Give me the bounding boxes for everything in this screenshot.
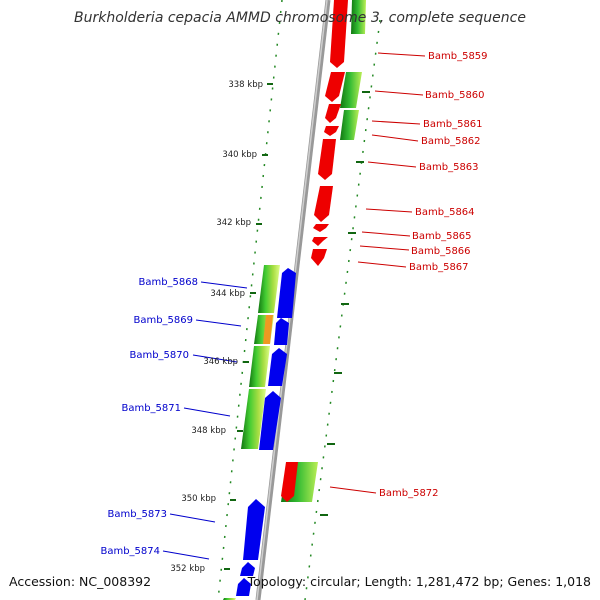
gene-Bamb_5871[interactable] <box>259 391 281 450</box>
gene-label-Bamb_5871[interactable]: Bamb_5871 <box>121 403 181 414</box>
gene-label-Bamb_5872[interactable]: Bamb_5872 <box>379 488 439 499</box>
tick-label-350: 350 kbp <box>181 494 216 504</box>
tick-label-344: 344 kbp <box>210 289 245 299</box>
gene-label-Bamb_5873[interactable]: Bamb_5873 <box>107 509 167 520</box>
tick-label-340: 340 kbp <box>222 150 257 160</box>
gene-Bamb_5859[interactable] <box>330 0 348 68</box>
gene-label-Bamb_5864[interactable]: Bamb_5864 <box>415 207 475 218</box>
gene-label-Bamb_5859[interactable]: Bamb_5859 <box>428 51 488 62</box>
gene-label-Bamb_5868[interactable]: Bamb_5868 <box>138 277 198 288</box>
gc-track-left <box>223 265 280 600</box>
leaders-right <box>329 52 426 494</box>
gene-Bamb_5870[interactable] <box>268 348 287 386</box>
summary-text: Topology: circular; Length: 1,281,472 bp… <box>247 574 591 589</box>
gene-Bamb_5865[interactable] <box>313 224 329 232</box>
gene-label-Bamb_5869[interactable]: Bamb_5869 <box>133 315 193 326</box>
gene-Bamb_5873[interactable] <box>243 499 265 560</box>
map-title: Burkholderia cepacia AMMD chromosome 3, … <box>74 10 526 26</box>
gene-label-Bamb_5861[interactable]: Bamb_5861 <box>423 119 483 130</box>
gene-Bamb_5868[interactable] <box>277 268 296 318</box>
gene-label-Bamb_5870[interactable]: Bamb_5870 <box>129 350 189 361</box>
tick-label-348: 348 kbp <box>191 426 226 436</box>
gene-Bamb_5869[interactable] <box>274 318 289 345</box>
tick-label-342: 342 kbp <box>216 218 251 228</box>
gene-Bamb_5872[interactable] <box>281 462 298 502</box>
gene-Bamb_5874[interactable] <box>240 562 255 576</box>
gene-Bamb_5866[interactable] <box>312 237 328 246</box>
tick-label-352: 352 kbp <box>170 564 205 574</box>
gene-Bamb_5867[interactable] <box>311 249 327 266</box>
ring-band <box>218 0 375 600</box>
gene-label-Bamb_5866[interactable]: Bamb_5866 <box>411 246 471 257</box>
gene-Bamb_5861[interactable] <box>325 104 341 123</box>
gene-Bamb_5860[interactable] <box>325 72 345 102</box>
reverse-genes <box>236 268 296 596</box>
gene-label-Bamb_5867[interactable]: Bamb_5867 <box>409 262 469 273</box>
gene-Bamb_5862[interactable] <box>324 126 339 136</box>
leaders-left <box>162 281 248 560</box>
gene-label-Bamb_5865[interactable]: Bamb_5865 <box>412 231 472 242</box>
gene-label-Bamb_5860[interactable]: Bamb_5860 <box>425 90 485 101</box>
tick-label-346: 346 kbp <box>203 357 238 367</box>
gene-label-Bamb_5874[interactable]: Bamb_5874 <box>100 546 160 557</box>
gene-Bamb_5864[interactable] <box>314 186 333 222</box>
inner-scale-ring <box>217 0 283 600</box>
tick-label-338: 338 kbp <box>228 80 263 90</box>
gene-label-Bamb_5863[interactable]: Bamb_5863 <box>419 162 479 173</box>
gene-Bamb_5863[interactable] <box>318 139 336 180</box>
scale-ticks <box>224 83 370 570</box>
gene-Bamb_5874-b[interactable] <box>236 578 251 596</box>
accession-text: Accession: NC_008392 <box>9 574 151 589</box>
gene-label-Bamb_5862[interactable]: Bamb_5862 <box>421 136 481 147</box>
forward-genes <box>281 0 348 502</box>
